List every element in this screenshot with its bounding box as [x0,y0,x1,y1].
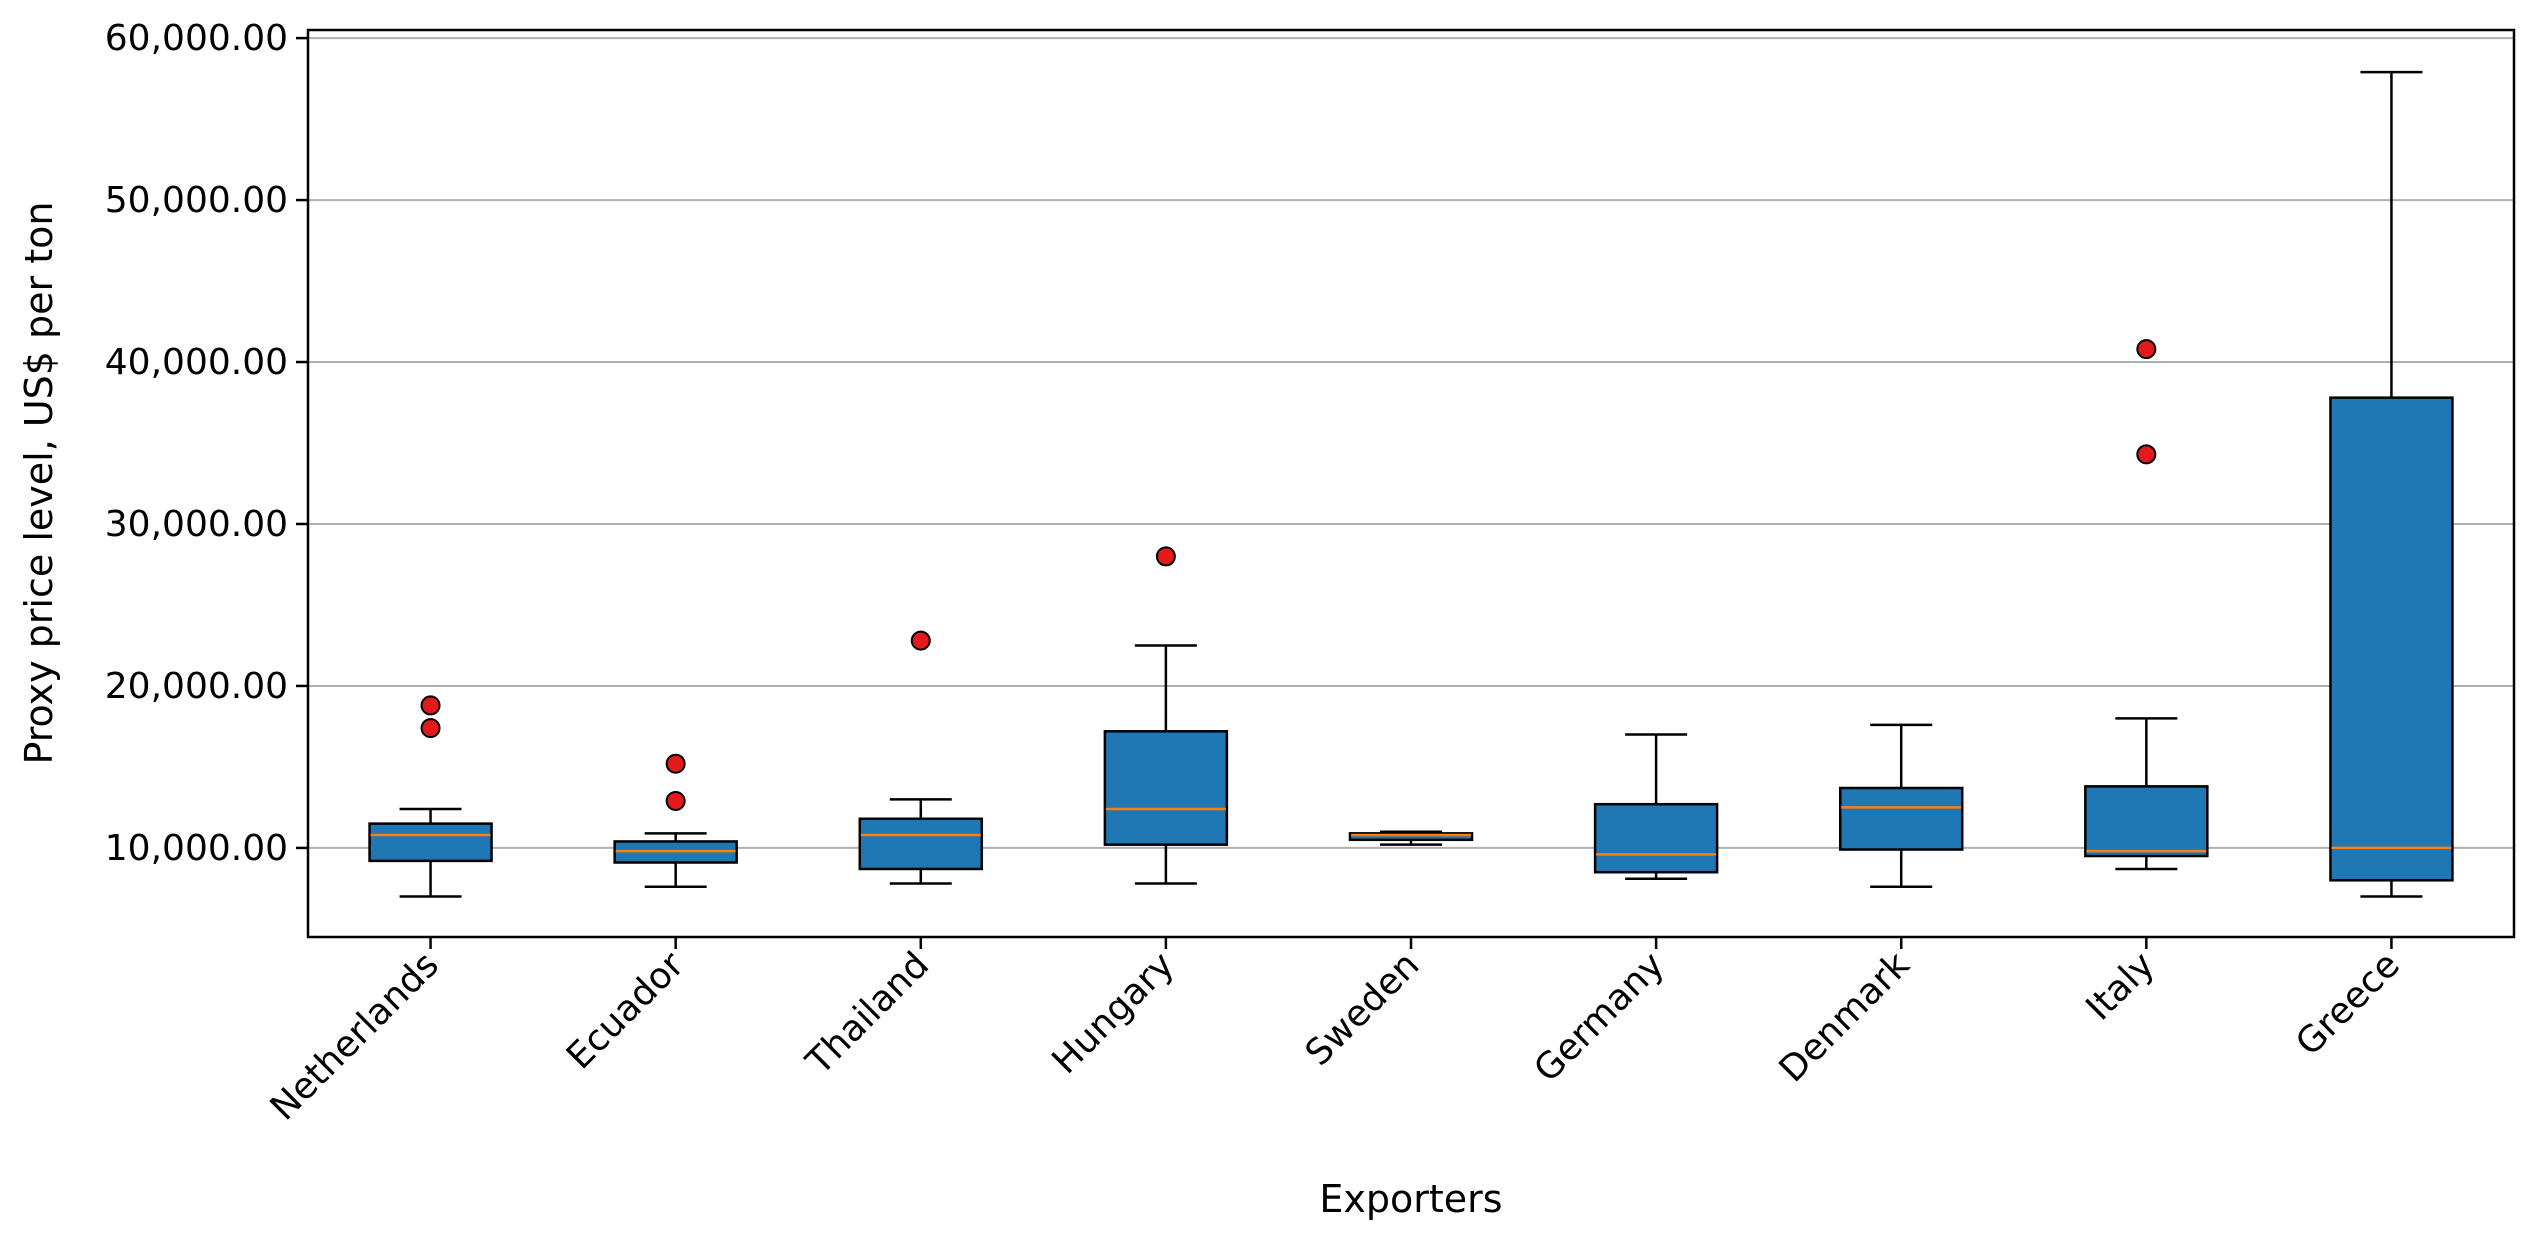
outlier-point [2136,339,2157,360]
box-group-greece [2329,70,2454,898]
box-group-italy [2084,339,2209,871]
y-tick-label: 50,000.00 [105,180,288,221]
iqr-box [2329,396,2454,882]
x-axis-label: Exporters [1319,1177,1502,1221]
x-tick-label: Netherlands [263,944,447,1128]
outlier-point [420,718,441,739]
box-group-thailand [858,630,984,885]
box-group-hungary [1103,546,1229,885]
x-tick-label: Hungary [1045,944,1183,1082]
x-tick-label: Sweden [1298,944,1428,1074]
box-group-sweden [1348,830,1474,846]
grid-lines [308,37,2514,849]
x-tick-label: Italy [2078,944,2162,1028]
box-group-ecuador [613,753,738,889]
outlier-point [420,695,441,716]
box-group-germany [1593,733,1719,880]
box-group-netherlands [368,695,493,898]
outlier-point [2136,444,2157,465]
outlier-point [665,790,686,811]
y-tick-label: 40,000.00 [105,342,288,383]
y-tick-label: 60,000.00 [105,18,288,59]
iqr-box [1348,832,1474,842]
iqr-box [368,822,493,863]
iqr-box [1103,730,1229,846]
x-tick-label: Greece [2288,944,2408,1064]
y-tick-label: 20,000.00 [105,666,288,707]
outlier-point [1155,546,1176,567]
axes-layer: 10,000.00 20,000.00 30,000.00 40,000.00 50,0… [105,18,2408,1128]
x-tick-label: Thailand [798,944,937,1083]
iqr-box [2084,785,2209,858]
outlier-point [910,630,931,651]
iqr-box [858,817,984,871]
plot-frame [306,28,2516,939]
boxes-layer [368,70,2454,898]
box-group-denmark [1838,723,1964,889]
x-tick-label: Denmark [1772,944,1918,1090]
iqr-box [1838,786,1964,851]
x-tick-label: Ecuador [559,944,692,1077]
y-axis-label: Proxy price level, US$ per ton [17,202,61,765]
x-tick-label: Germany [1526,944,1672,1090]
y-tick-label: 10,000.00 [105,828,288,869]
iqr-box [1593,802,1719,874]
y-tick-label: 30,000.00 [105,504,288,545]
outlier-point [665,753,686,774]
